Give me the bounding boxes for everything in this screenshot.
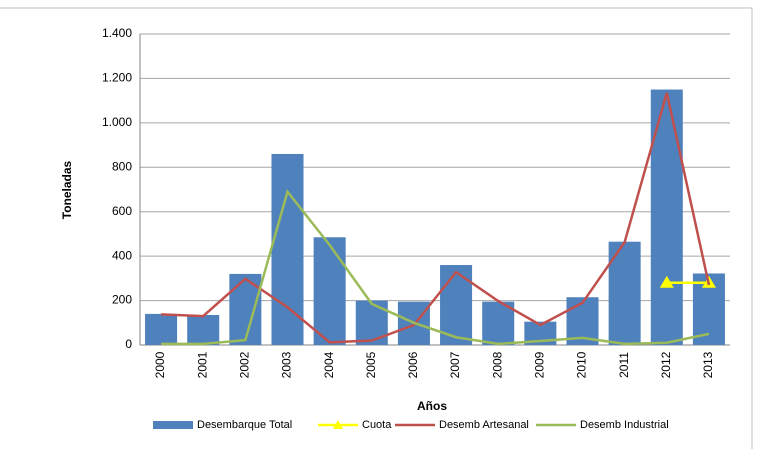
- bar: [313, 237, 346, 345]
- bar: [482, 301, 515, 345]
- x-tick-label: 2002: [238, 351, 252, 378]
- bar: [187, 315, 220, 345]
- y-tick-label: 1.000: [102, 115, 132, 129]
- y-tick-label: 1.400: [102, 26, 132, 40]
- legend-label: Desemb Industrial: [580, 419, 669, 431]
- legend-label: Desembarque Total: [197, 419, 292, 431]
- x-tick-label: 2012: [659, 351, 673, 378]
- y-tick-label: 200: [112, 293, 132, 307]
- legend-label: Cuota: [362, 419, 392, 431]
- x-tick-label: 2000: [153, 351, 167, 378]
- y-tick-label: 400: [112, 248, 132, 262]
- bar: [355, 300, 388, 345]
- x-tick-label: 2001: [195, 351, 209, 378]
- y-tick-label: 0: [125, 337, 132, 351]
- x-tick-label: 2008: [490, 351, 504, 378]
- y-tick-label: 800: [112, 159, 132, 173]
- x-tick-label: 2006: [406, 351, 420, 378]
- x-axis-title: Años: [417, 399, 447, 413]
- line: [161, 189, 710, 346]
- line: [161, 92, 711, 344]
- bar: [271, 153, 304, 345]
- legend-swatch: [153, 421, 193, 429]
- x-tick-label: 2009: [533, 351, 547, 378]
- y-tick-label: 1.200: [102, 71, 132, 85]
- y-tick-label: 600: [112, 204, 132, 218]
- bar: [145, 313, 178, 345]
- x-tick-label: 2011: [617, 352, 631, 378]
- bar: [229, 273, 262, 345]
- x-tick-label: 2004: [322, 351, 336, 378]
- x-tick-label: 2010: [575, 351, 589, 378]
- x-tick-label: 2013: [701, 351, 715, 378]
- bar: [650, 89, 683, 346]
- y-axis-title: Toneladas: [60, 160, 74, 219]
- marker: [659, 275, 674, 288]
- x-tick-label: 2005: [364, 351, 378, 378]
- legend-label: Desemb Artesanal: [439, 419, 529, 431]
- x-tick-label: 2007: [448, 351, 462, 378]
- legend-marker: [333, 420, 343, 429]
- x-tick-label: 2003: [280, 351, 294, 378]
